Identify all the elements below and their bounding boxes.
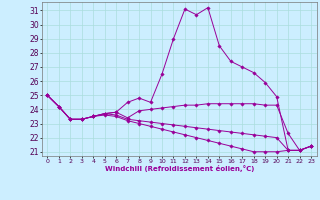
X-axis label: Windchill (Refroidissement éolien,°C): Windchill (Refroidissement éolien,°C) (105, 165, 254, 172)
